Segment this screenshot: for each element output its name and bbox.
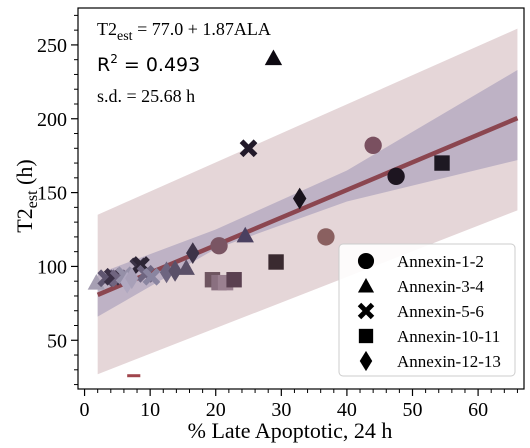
data-point-diamond bbox=[186, 242, 200, 265]
data-point-square bbox=[434, 155, 450, 171]
data-point-triangle bbox=[236, 226, 254, 243]
x-axis-label: % Late Apoptotic, 24 h bbox=[188, 418, 393, 443]
data-point-triangle bbox=[264, 49, 283, 66]
data-point-x bbox=[142, 267, 161, 286]
legend-marker-diamond bbox=[359, 350, 373, 372]
data-points bbox=[87, 49, 450, 294]
y-tick-label: 50 bbox=[47, 330, 67, 352]
data-point-circle bbox=[364, 136, 382, 155]
legend-items: Annexin-1-2 Annexin-3-4 Annexin-5-6 Annexin… bbox=[357, 252, 501, 372]
regression-equation: T2est = 77.0 + 1.87ALA bbox=[97, 19, 271, 44]
legend-item: Annexin-3-4 bbox=[357, 277, 484, 296]
y-axis-label: T2est (h) bbox=[12, 159, 41, 232]
legend-item: Annexin-12-13 bbox=[359, 350, 501, 372]
equation-main: T2 bbox=[97, 19, 117, 39]
series-annexin-12-13 bbox=[120, 187, 307, 294]
legend-item: Annexin-10-11 bbox=[358, 327, 500, 346]
data-point-diamond bbox=[159, 261, 174, 284]
y-axis-label-main: T2 bbox=[12, 208, 37, 232]
r-squared-text: R2 = 0.493 bbox=[97, 52, 200, 76]
x-tick-label: 20 bbox=[206, 399, 226, 421]
legend-label: Annexin-10-11 bbox=[397, 327, 500, 346]
y-tick-label: 200 bbox=[37, 109, 67, 131]
legend-marker-circle bbox=[357, 252, 375, 270]
legend-marker-triangle bbox=[357, 277, 375, 293]
legend-item: Annexin-1-2 bbox=[357, 252, 484, 271]
data-point-circle bbox=[317, 228, 335, 246]
confidence-bands bbox=[97, 28, 518, 375]
x-tick-label: 30 bbox=[271, 399, 291, 421]
r2-sup: 2 bbox=[110, 52, 118, 66]
legend-box bbox=[338, 243, 516, 377]
plot-frame bbox=[77, 7, 525, 390]
equation-rest: = 77.0 + 1.87ALA bbox=[133, 19, 271, 39]
data-point-circle bbox=[387, 167, 405, 186]
y-axis-ticks: 50 100 150 200 250 bbox=[37, 14, 78, 386]
legend: Annexin-1-2 Annexin-3-4 Annexin-5-6 Annexin… bbox=[338, 243, 516, 377]
data-point-square bbox=[268, 254, 284, 270]
series-annexin-5-6 bbox=[97, 139, 258, 288]
r2-main: R bbox=[97, 54, 110, 76]
confidence-band bbox=[97, 70, 518, 317]
data-point-diamond bbox=[168, 259, 182, 282]
legend-label: Annexin-12-13 bbox=[397, 352, 501, 371]
legend-marker-x bbox=[357, 302, 375, 320]
y-axis-label-unit: (h) bbox=[12, 159, 37, 190]
x-tick-label: 10 bbox=[140, 399, 160, 421]
standard-deviation-text: s.d. = 25.68 h bbox=[97, 86, 195, 106]
data-point-square bbox=[226, 272, 242, 288]
equation-sub: est bbox=[117, 29, 133, 44]
data-point-x bbox=[239, 139, 258, 158]
x-tick-label: 40 bbox=[337, 399, 357, 421]
x-tick-label: 50 bbox=[403, 399, 423, 421]
legend-label: Annexin-3-4 bbox=[397, 277, 484, 296]
data-point-diamond bbox=[125, 267, 139, 290]
y-tick-label: 250 bbox=[37, 35, 67, 57]
series-annexin-10-11 bbox=[204, 155, 450, 291]
legend-marker-square bbox=[358, 328, 374, 344]
data-point-diamond bbox=[292, 187, 307, 210]
y-axis-label-sub: est bbox=[24, 190, 41, 208]
legend-label: Annexin-5-6 bbox=[397, 302, 484, 321]
data-point-triangle bbox=[177, 259, 195, 275]
y-tick-label: 100 bbox=[37, 256, 67, 278]
legend-item: Annexin-5-6 bbox=[357, 302, 484, 321]
x-axis-ticks: 0 10 20 30 40 50 60 bbox=[80, 389, 518, 421]
x-tick-label: 60 bbox=[468, 399, 488, 421]
data-point-circle bbox=[210, 237, 228, 255]
series-annexin-1-2 bbox=[210, 136, 405, 255]
r2-rest: = 0.493 bbox=[118, 54, 200, 76]
x-tick-label: 0 bbox=[80, 399, 90, 421]
legend-label: Annexin-1-2 bbox=[397, 252, 484, 271]
y-tick-label: 150 bbox=[37, 183, 67, 205]
